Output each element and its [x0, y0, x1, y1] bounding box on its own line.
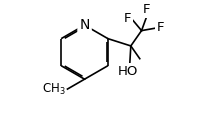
Text: HO: HO [118, 65, 138, 78]
Text: CH$_3$: CH$_3$ [42, 82, 66, 97]
Text: F: F [124, 12, 132, 25]
Text: F: F [143, 3, 151, 16]
Text: F: F [157, 21, 164, 34]
Text: N: N [79, 18, 90, 32]
